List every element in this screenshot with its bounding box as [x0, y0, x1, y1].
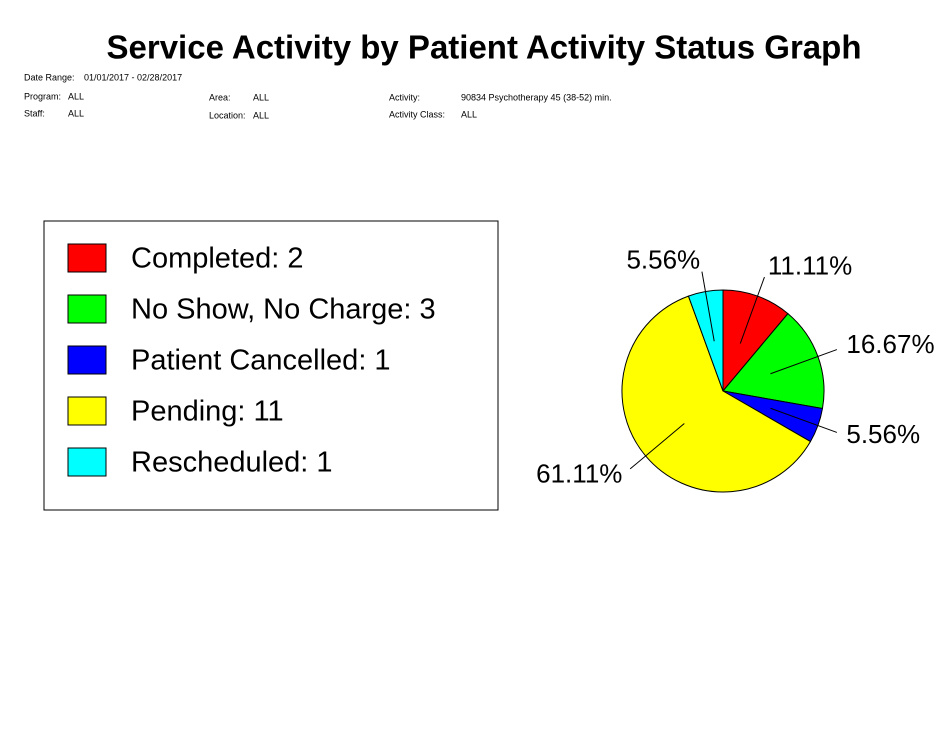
field-label: Area: — [209, 92, 231, 102]
data-label: 61.11% — [536, 458, 622, 488]
field-value: ALL — [68, 91, 84, 101]
legend-swatch — [67, 396, 107, 426]
legend-swatch — [67, 447, 107, 477]
field-label: Date Range: — [24, 72, 75, 82]
leader-line — [739, 276, 765, 344]
field-value: ALL — [461, 109, 477, 119]
field-value: ALL — [68, 108, 84, 118]
legend-label: Rescheduled: 1 — [131, 447, 333, 479]
data-label: 5.56% — [846, 419, 920, 449]
leader-line — [701, 271, 715, 342]
field-label: Location: — [209, 110, 246, 120]
data-label: 5.56% — [626, 245, 700, 275]
legend-box — [43, 220, 499, 511]
legend-swatch — [67, 243, 107, 273]
field-value: ALL — [253, 92, 269, 102]
chart-title: Service Activity by Patient Activity Sta… — [107, 29, 862, 66]
leader-line — [770, 407, 838, 433]
field-label: Activity Class: — [389, 109, 445, 119]
field-value: ALL — [253, 110, 269, 120]
data-label: 16.67% — [846, 329, 934, 359]
field-label: Staff: — [24, 108, 45, 118]
leader-line — [629, 423, 685, 470]
legend-label: Pending: 11 — [131, 396, 284, 428]
legend-label: Patient Cancelled: 1 — [131, 345, 391, 377]
legend-label: No Show, No Charge: 3 — [131, 294, 436, 326]
leader-line — [770, 349, 838, 375]
field-value: 01/01/2017 - 02/28/2017 — [84, 72, 182, 82]
field-label: Program: — [24, 91, 61, 101]
legend-swatch — [67, 345, 107, 375]
field-label: Activity: — [389, 92, 420, 102]
field-value: 90834 Psychotherapy 45 (38-52) min. — [461, 92, 612, 102]
legend-label: Completed: 2 — [131, 243, 304, 275]
legend-swatch — [67, 294, 107, 324]
data-label: 11.11% — [768, 250, 852, 280]
